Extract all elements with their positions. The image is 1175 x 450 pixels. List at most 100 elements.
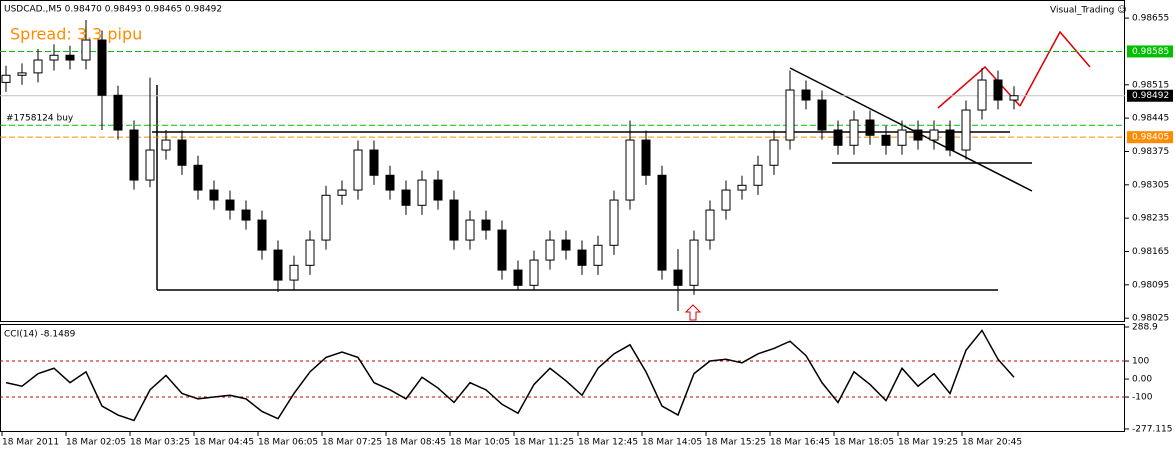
candle-body — [625, 139, 635, 201]
candle-body — [321, 194, 331, 241]
candle-body — [721, 189, 731, 211]
candle-body — [529, 259, 539, 286]
candle-body — [401, 189, 411, 206]
candle-body — [33, 59, 43, 74]
candle-body — [129, 129, 139, 181]
x-tick-label: 18 Mar 08:45 — [386, 438, 446, 448]
x-tick-label: 18 Mar 18:05 — [834, 438, 894, 448]
y-tick-label: 100 — [1132, 357, 1149, 367]
watermark: Visual_Trading ☺ — [1050, 5, 1127, 16]
candle-body — [689, 239, 699, 286]
x-tick-label: 18 Mar 19:25 — [898, 438, 958, 448]
indicator-line — [5, 329, 1015, 422]
main-panel — [0, 0, 1125, 322]
level-label: 0.98492 — [1132, 91, 1169, 101]
x-tick-label: 18 Mar 14:05 — [642, 438, 702, 448]
x-tick-label: 18 Mar 2011 — [2, 438, 59, 448]
candle-body — [209, 189, 219, 201]
candle-body — [561, 239, 571, 251]
candle-body — [785, 89, 795, 141]
candle-body — [177, 139, 187, 166]
x-tick-label: 18 Mar 06:05 — [258, 438, 318, 448]
candle-body — [433, 179, 443, 201]
x-tick-label: 18 Mar 11:25 — [514, 438, 574, 448]
candle-body — [81, 39, 91, 61]
y-tick-label: 0.00 — [1132, 375, 1152, 385]
pattern-line — [937, 65, 1021, 109]
candle-body — [289, 264, 299, 281]
candle-body — [17, 72, 27, 76]
candle-body — [497, 229, 507, 271]
candle-body — [49, 54, 59, 61]
candle-body — [161, 139, 171, 151]
chart-title: USDCAD.,M5 0.98470 0.98493 0.98465 0.984… — [4, 5, 222, 15]
candle-body — [97, 39, 107, 96]
candle-body — [993, 79, 1003, 101]
x-tick-label: 18 Mar 15:25 — [706, 438, 766, 448]
y-tick-label: 0.98375 — [1132, 147, 1169, 157]
x-tick-label: 18 Mar 02:05 — [66, 438, 126, 448]
y-tick-label: -277.115 — [1132, 424, 1172, 434]
trendline — [832, 163, 1032, 191]
y-tick-label: 288.9 — [1132, 322, 1158, 332]
x-tick-label: 18 Mar 20:45 — [962, 438, 1022, 448]
y-tick-label: 0.98025 — [1132, 314, 1169, 324]
candle-body — [241, 209, 251, 221]
candle-body — [673, 269, 683, 286]
candle-body — [305, 239, 315, 266]
candle-body — [705, 209, 715, 241]
candle-body — [657, 174, 667, 271]
candle-body — [865, 119, 875, 136]
level-label-bg — [1127, 131, 1173, 144]
level-label: 0.98405 — [1132, 133, 1169, 143]
candle-body — [881, 134, 891, 146]
y-tick-label: 0.98165 — [1132, 247, 1169, 257]
x-tick-label: 18 Mar 12:45 — [578, 438, 638, 448]
candle-body — [977, 79, 987, 111]
level-label-bg — [1127, 45, 1173, 58]
y-tick-label: 0.98445 — [1132, 114, 1169, 124]
x-tick-label: 18 Mar 16:45 — [770, 438, 830, 448]
candle-body — [913, 129, 923, 141]
candle-body — [897, 129, 907, 146]
candle-body — [1, 74, 11, 83]
candle-body — [753, 164, 763, 186]
candle-body — [1009, 95, 1019, 101]
candle-body — [465, 219, 475, 241]
x-tick-label: 18 Mar 04:45 — [194, 438, 254, 448]
candle-body — [353, 149, 363, 191]
candle-body — [801, 89, 811, 101]
candle-body — [817, 99, 827, 131]
candle-body — [961, 109, 971, 151]
candle-body — [369, 149, 379, 176]
y-tick-label: 0.98095 — [1132, 280, 1169, 290]
y-tick-label: 0.98305 — [1132, 180, 1169, 190]
candle-body — [849, 119, 859, 146]
candle-body — [273, 249, 283, 281]
candle-body — [257, 219, 267, 251]
y-tick-label: 0.98655 — [1132, 14, 1169, 24]
x-tick-label: 18 Mar 07:25 — [322, 438, 382, 448]
candle-body — [449, 199, 459, 241]
candle-body — [193, 164, 203, 191]
indicator-title: CCI(14) -8.1489 — [4, 330, 76, 340]
candle-body — [417, 179, 427, 206]
arrow — [684, 304, 702, 321]
x-tick-label: 18 Mar 03:25 — [130, 438, 190, 448]
y-tick-label: 0.98515 — [1132, 80, 1169, 90]
candle-body — [545, 239, 555, 261]
annotation: Spread: 3.3 pipu — [10, 25, 142, 44]
level-label-bg — [1127, 89, 1173, 102]
candle-body — [337, 189, 347, 196]
candle-body — [577, 249, 587, 266]
indicator-panel — [0, 324, 1125, 432]
projection-line — [1019, 30, 1091, 107]
candle-body — [737, 184, 747, 191]
candle-body — [929, 129, 939, 141]
candle-body — [481, 219, 491, 231]
candle-body — [145, 149, 155, 181]
candle-body — [225, 199, 235, 211]
y-tick-label: 0.98235 — [1132, 214, 1169, 224]
candle-body — [609, 199, 619, 246]
